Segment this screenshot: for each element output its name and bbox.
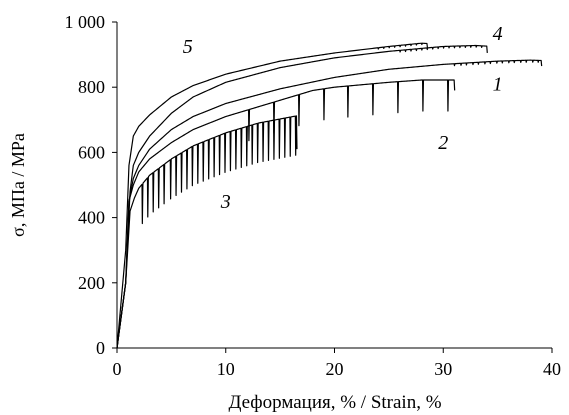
series-line-4: [116, 44, 488, 349]
series-label-5: 5: [183, 36, 193, 58]
x-tick-label: 40: [543, 359, 561, 379]
y-tick-label: 400: [78, 208, 105, 228]
series-layer: [116, 42, 543, 349]
labels-layer: 1 2 3 4 5: [183, 23, 503, 213]
series-line-1: [116, 59, 543, 349]
series-line-2: [116, 79, 456, 349]
y-axis-label: σ, МПа / MPa: [8, 133, 28, 237]
series-label-2: 2: [438, 132, 448, 154]
y-tick-label: 600: [78, 142, 105, 162]
series-label-1: 1: [493, 73, 503, 95]
series-line-5: [116, 42, 429, 349]
series-line-3: [116, 115, 298, 349]
y-tick-label: 200: [78, 273, 105, 293]
x-tick-label: 30: [434, 359, 452, 379]
y-tick-label: 800: [78, 77, 105, 97]
y-tick-label: 1 000: [65, 12, 106, 32]
x-tick-label: 0: [113, 359, 122, 379]
x-tick-label: 20: [326, 359, 344, 379]
y-tick-label: 0: [96, 338, 105, 358]
x-axis-label: Деформация, % / Strain, %: [228, 392, 441, 413]
series-label-3: 3: [220, 191, 231, 213]
x-tick-label: 10: [217, 359, 235, 379]
series-label-4: 4: [493, 23, 503, 45]
